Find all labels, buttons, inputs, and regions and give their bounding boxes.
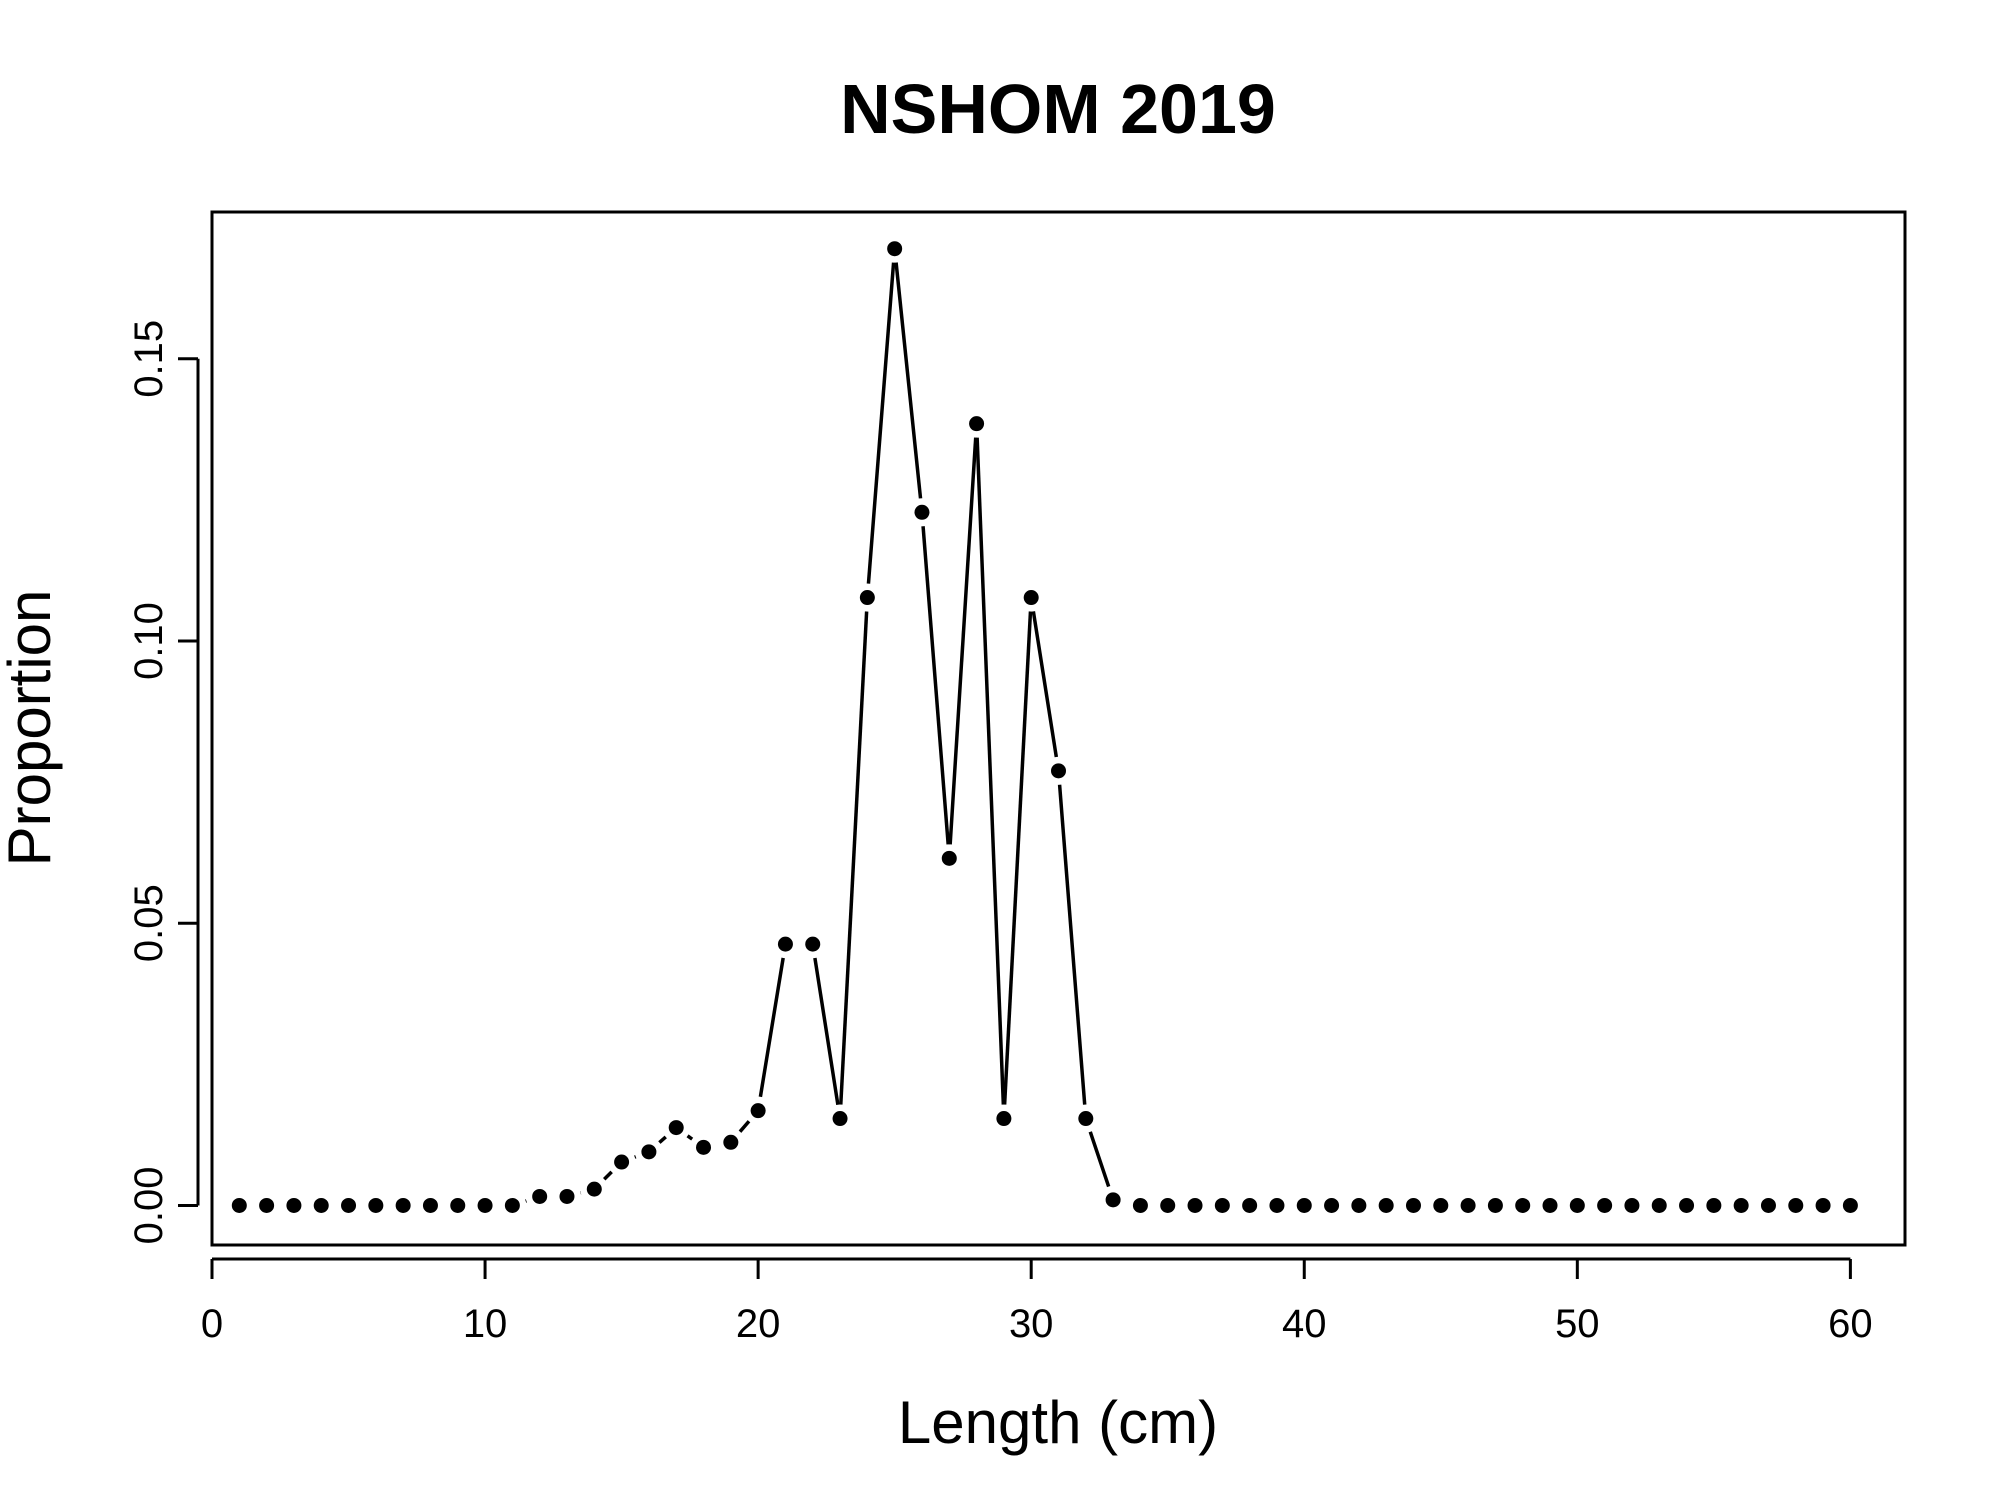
data-point	[231, 1197, 247, 1213]
chart-title: NSHOM 2019	[840, 70, 1276, 148]
x-tick-label: 60	[1828, 1302, 1873, 1346]
y-tick-label: 0.05	[127, 884, 171, 962]
data-point	[1679, 1197, 1695, 1213]
series-segment	[866, 262, 896, 584]
series-segment	[839, 611, 869, 1105]
data-point	[1214, 1197, 1230, 1213]
x-tick-label: 40	[1282, 1302, 1327, 1346]
data-point	[1351, 1197, 1367, 1213]
plot-frame	[210, 210, 1907, 1247]
data-point	[286, 1197, 302, 1213]
data-point	[477, 1197, 493, 1213]
data-point	[1815, 1197, 1831, 1213]
series-segment	[738, 1120, 751, 1133]
y-axis: 0.00 0.05 0.10 0.15	[127, 320, 200, 1245]
data-point	[368, 1197, 384, 1213]
series-segment	[1057, 784, 1087, 1105]
data-point	[1788, 1197, 1804, 1213]
x-axis: 0 10 20 30 40 50 60	[201, 1257, 1873, 1346]
data-point	[887, 241, 903, 257]
series-segment	[975, 437, 1006, 1105]
data-point	[341, 1197, 357, 1213]
data-point	[422, 1197, 438, 1213]
data-point	[1542, 1197, 1558, 1213]
data-point	[668, 1120, 684, 1136]
data-point	[450, 1197, 466, 1213]
data-point	[1378, 1197, 1394, 1213]
data-point	[586, 1181, 602, 1197]
data-point	[504, 1197, 520, 1213]
data-point	[1132, 1197, 1148, 1213]
data-point	[1569, 1197, 1585, 1213]
series-segment	[1088, 1131, 1111, 1188]
data-point	[559, 1188, 575, 1204]
series-segment	[921, 526, 950, 845]
data-point	[395, 1197, 411, 1213]
series-segment	[602, 1170, 613, 1181]
data-point	[1051, 763, 1066, 779]
data-point	[1160, 1197, 1176, 1213]
data-point	[1624, 1197, 1640, 1213]
data-point	[750, 1103, 766, 1119]
data-point	[696, 1139, 712, 1155]
x-tick-label: 0	[201, 1302, 223, 1346]
data-point	[1487, 1197, 1503, 1213]
data-point	[1433, 1197, 1449, 1213]
data-point	[832, 1111, 848, 1127]
data-point	[1269, 1197, 1285, 1213]
data-point	[259, 1197, 275, 1213]
data-point	[1460, 1197, 1476, 1213]
data-point	[1515, 1197, 1531, 1213]
data-point	[532, 1188, 548, 1204]
data-point	[914, 504, 930, 520]
series-segment	[813, 957, 840, 1105]
data-point	[1405, 1197, 1421, 1213]
data-point	[1078, 1111, 1094, 1127]
series-segment	[948, 437, 978, 845]
series-segment	[686, 1134, 694, 1141]
x-tick-label: 50	[1555, 1302, 1600, 1346]
data-point	[614, 1154, 630, 1170]
y-axis-label: Proportion	[0, 590, 63, 867]
y-tick-label: 0.15	[127, 320, 171, 398]
data-point	[1651, 1197, 1667, 1213]
data-point	[723, 1134, 739, 1150]
data-point	[996, 1111, 1012, 1127]
data-point	[641, 1144, 657, 1160]
data-point	[1324, 1197, 1340, 1213]
y-tick-label: 0.10	[127, 602, 171, 680]
data-point	[805, 936, 821, 952]
series-points	[231, 241, 1858, 1213]
data-point	[1842, 1197, 1858, 1213]
data-point	[859, 590, 875, 606]
x-tick-label: 30	[1009, 1302, 1054, 1346]
series-segment	[758, 957, 785, 1098]
series-segment	[1002, 611, 1033, 1105]
data-point	[1706, 1197, 1722, 1213]
data-point	[1187, 1197, 1203, 1213]
x-tick-label: 10	[463, 1302, 508, 1346]
x-tick-label: 20	[736, 1302, 781, 1346]
y-tick-label: 0.00	[127, 1167, 171, 1245]
data-point	[1597, 1197, 1613, 1213]
x-axis-label: Length (cm)	[898, 1389, 1218, 1456]
series-segment	[1031, 611, 1059, 758]
data-point	[1023, 590, 1039, 606]
data-point	[1105, 1192, 1121, 1208]
data-point	[313, 1197, 329, 1213]
series-lines	[525, 262, 1111, 1203]
data-point	[1296, 1197, 1312, 1213]
series-segment	[894, 262, 923, 499]
data-point	[1760, 1197, 1776, 1213]
data-point	[1733, 1197, 1749, 1213]
data-point	[777, 936, 793, 952]
data-point	[1242, 1197, 1258, 1213]
data-point	[941, 850, 957, 866]
data-point	[969, 416, 985, 432]
series-segment	[658, 1135, 667, 1144]
